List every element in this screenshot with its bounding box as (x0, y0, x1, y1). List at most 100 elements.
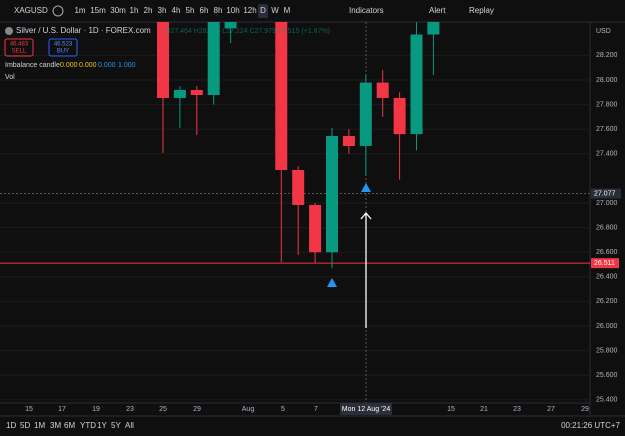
date-label: 27 (547, 406, 555, 413)
vol-label: Vol (5, 74, 15, 81)
price-label: 27.000 (596, 200, 618, 207)
candle-body (342, 135, 355, 147)
symbol[interactable]: XAGUSD (14, 6, 48, 15)
range-button[interactable]: 5Y (111, 421, 121, 430)
candle-body (190, 89, 203, 96)
legend-title: Silver / U.S. Dollar · 1D · FOREX.com (16, 26, 151, 35)
sell-price: 46.483 (10, 42, 29, 48)
date-label: 7 (314, 406, 318, 413)
signal-marker (361, 183, 371, 192)
price-label: 26.000 (596, 323, 618, 330)
clock: 00:21:26 UTC+7 (561, 421, 620, 430)
price-label: 28.200 (596, 52, 618, 59)
range-button[interactable]: 1M (34, 421, 45, 430)
price-label: 27.400 (596, 151, 618, 158)
last-price-label: 27.077 (594, 190, 616, 197)
price-label: 26.400 (596, 274, 618, 281)
ui: XAGUSD 1m 15m 30m 1h 2h 3h 4h 5h 6h 8h 10h 12h D W M Ind… (4, 4, 621, 430)
interval[interactable]: 15m (90, 6, 106, 15)
price-label: 25.800 (596, 347, 618, 354)
candle-body (393, 97, 406, 135)
sell-label: SELL (12, 49, 27, 55)
interval[interactable]: 10h (226, 6, 239, 15)
price-label: 26.600 (596, 249, 618, 256)
arrow (360, 211, 372, 328)
range-button[interactable]: All (125, 421, 134, 430)
interval[interactable]: M (284, 6, 291, 15)
candle-body (157, 22, 169, 98)
date-label: Aug (242, 406, 255, 413)
add-button[interactable] (52, 5, 64, 17)
indicators-button[interactable]: Indicators (349, 6, 384, 15)
price-label: 27.600 (596, 126, 618, 133)
sell-box[interactable] (4, 38, 34, 57)
indicator-value: 0.000 (98, 62, 116, 69)
interval[interactable]: D (260, 6, 266, 15)
candle-body (326, 135, 338, 253)
date-label: 29 (581, 406, 589, 413)
date-label: 29 (193, 406, 201, 413)
interval[interactable]: 8h (214, 6, 223, 15)
currency: USD (596, 28, 611, 35)
interval[interactable]: W (271, 6, 279, 15)
date-label: 25 (159, 406, 167, 413)
candle-body (376, 82, 389, 98)
buy-box[interactable] (48, 38, 78, 57)
date-label: 15 (447, 406, 455, 413)
candle-body (242, 0, 254, 4)
price-label: 25.400 (596, 397, 618, 404)
indicator-value: 1.000 (118, 62, 136, 69)
alert-button[interactable]: Alert (429, 6, 446, 15)
price-label: 27.800 (596, 101, 618, 108)
last-price-tag (591, 188, 621, 199)
interval[interactable]: 3h (158, 6, 167, 15)
symbol-icon (5, 27, 13, 35)
candle-body (207, 22, 220, 96)
replay-button[interactable]: Replay (469, 6, 494, 15)
candle-body (410, 34, 423, 135)
date-label: 15 (25, 406, 33, 413)
interval[interactable]: 4h (172, 6, 181, 15)
interval[interactable]: 1h (130, 6, 139, 15)
range-button[interactable]: YTD (80, 421, 96, 430)
date-label: 5 (281, 406, 285, 413)
interval[interactable]: 1m (74, 6, 85, 15)
price-label: 26.800 (596, 224, 618, 231)
candle-body (275, 22, 288, 171)
candle-body (309, 204, 322, 253)
price-label: 28.000 (596, 77, 618, 84)
date-label: 17 (58, 406, 66, 413)
range-button[interactable]: 1Y (97, 421, 107, 430)
candle-body (173, 89, 186, 98)
range-button[interactable]: 6M (64, 421, 75, 430)
date-label: 19 (92, 406, 100, 413)
buy-label: BUY (57, 49, 69, 55)
level-label: 26.511 (594, 260, 615, 267)
interval[interactable]: 5h (186, 6, 195, 15)
interval[interactable]: 2h (144, 6, 153, 15)
interval[interactable]: 12h (243, 6, 256, 15)
candle-body (427, 22, 440, 35)
candle-body (292, 170, 305, 205)
candle-body (224, 22, 237, 29)
signal-marker (327, 278, 337, 287)
buy-price: 46.523 (54, 42, 73, 48)
indicator-value: 0.000 (79, 62, 97, 69)
range-button[interactable]: 3M (50, 421, 61, 430)
price-label: 25.600 (596, 372, 618, 379)
crosshair-date: Mon 12 Aug '24 (342, 406, 391, 413)
legend-ohlc: O27.464 H28.044 L27.224 C27.979 +0.515 (… (165, 28, 330, 35)
date-label: 23 (513, 406, 521, 413)
interval[interactable]: 30m (110, 6, 126, 15)
indicator-value: 0.000 (60, 62, 78, 69)
range-button[interactable]: 5D (20, 421, 30, 430)
crosshair-date-tag (340, 403, 392, 415)
date-label: 21 (480, 406, 488, 413)
interval-active (258, 4, 268, 18)
level-tag (591, 258, 619, 269)
range-button[interactable]: 1D (6, 421, 16, 430)
indicator-name: Imbalance candle (5, 62, 60, 69)
interval[interactable]: 6h (200, 6, 209, 15)
